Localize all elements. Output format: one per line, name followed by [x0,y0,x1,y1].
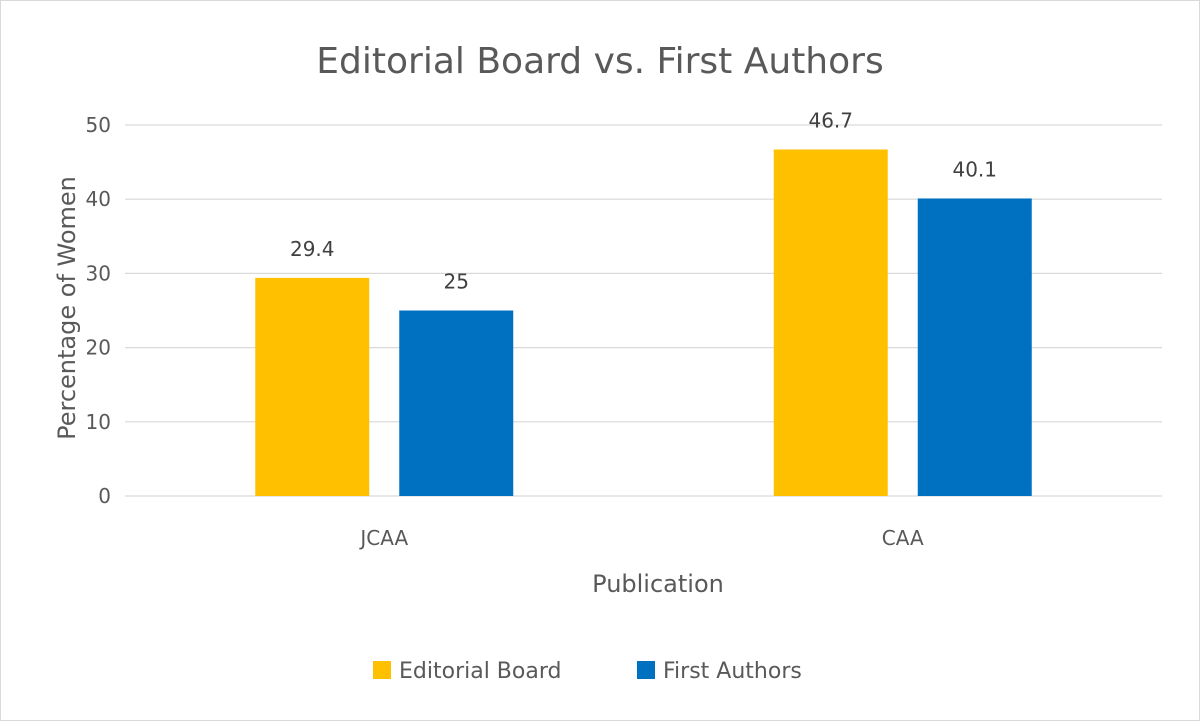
legend-label-editorial-board: Editorial Board [399,659,561,684]
y-axis-title: Percentage of Women [53,176,81,440]
y-tick-label: 20 [86,336,111,360]
data-label-caa-editorial-board: 46.7 [808,108,853,132]
bar-jcaa-first-authors [399,310,514,496]
bar-jcaa-editorial-board [255,277,370,496]
y-tick-label: 0 [98,484,111,508]
data-label-caa-first-authors: 40.1 [952,157,997,181]
data-label-jcaa-editorial-board: 29.4 [290,237,335,261]
y-tick-label: 30 [86,261,111,285]
y-tick-label: 40 [86,187,111,211]
bars [255,149,1032,496]
legend-label-first-authors: First Authors [663,659,802,684]
bar-caa-first-authors [917,198,1032,496]
y-axis-ticks: 0 10 20 30 40 50 [86,113,111,508]
y-tick-label: 10 [86,410,111,434]
x-tick-label-jcaa: JCAA [358,526,408,550]
legend-swatch-editorial-board [373,661,391,679]
x-axis-ticks: JCAA CAA [358,526,924,550]
y-tick-label: 50 [86,113,111,137]
bar-caa-editorial-board [773,149,888,496]
legend: Editorial Board First Authors [373,659,802,684]
data-label-jcaa-first-authors: 25 [444,270,469,294]
data-labels: 29.4 25 46.7 40.1 [290,108,997,293]
chart-title: Editorial Board vs. First Authors [316,41,883,82]
x-axis-title: Publication [592,570,724,598]
legend-swatch-first-authors [637,661,655,679]
x-tick-label-caa: CAA [882,526,924,550]
